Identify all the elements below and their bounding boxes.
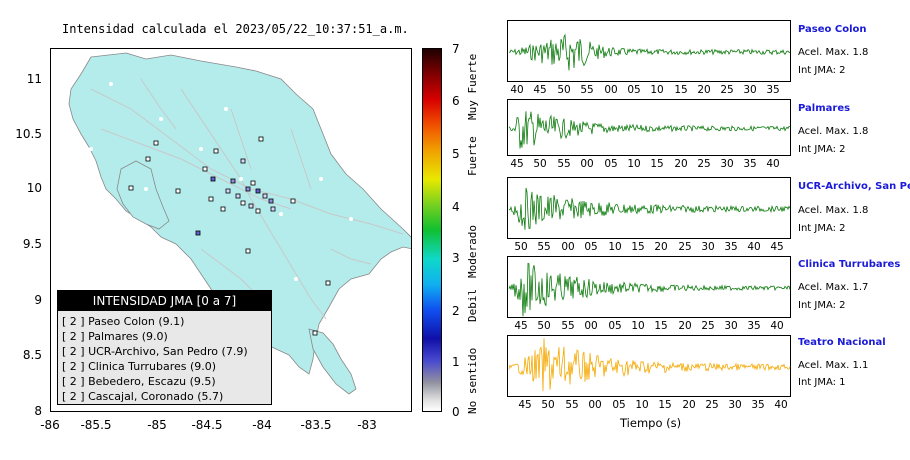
colorbar-number: 4 <box>452 200 460 214</box>
colorbar-number: 3 <box>452 251 460 265</box>
map-ytick: 8 <box>34 404 42 418</box>
colorbar-label-moderado: Moderado <box>466 225 479 278</box>
legend-item: [ 2 ] Palmares (9.0) <box>62 330 168 343</box>
waveform <box>508 33 790 71</box>
map-title: Intensidad calculada el 2023/05/22_10:37… <box>62 22 409 36</box>
waveform <box>508 338 791 392</box>
station-jma: Int JMA: 2 <box>798 144 846 155</box>
colorbar-number: 5 <box>452 147 460 161</box>
station-accel: Acel. Max. 1.1 <box>798 360 869 371</box>
trace-panel-paseo-colon[interactable] <box>507 20 791 82</box>
map-ytick: 9.5 <box>22 237 42 251</box>
map-xtick: -83.5 <box>300 418 332 432</box>
legend-title: INTENSIDAD JMA [0 a 7] <box>58 291 271 311</box>
intensity-legend: INTENSIDAD JMA [0 a 7] [ 2 ] Paseo Colon… <box>57 290 272 405</box>
city-dots <box>89 82 353 316</box>
map-ytick: 10 <box>26 181 42 195</box>
station-accel: Acel. Max. 1.8 <box>798 205 869 216</box>
osa-peninsula <box>308 328 357 395</box>
legend-item: [ 2 ] Bebedero, Escazu (9.5) <box>62 375 216 388</box>
station-jma: Int JMA: 2 <box>798 65 846 76</box>
station-name: Teatro Nacional <box>798 337 886 348</box>
map-xtick: -84.5 <box>191 418 223 432</box>
station-name: UCR-Archivo, San Pedro <box>798 181 910 192</box>
trace-ticks: 40 45 50 55 00 05 10 15 20 25 30 35 <box>510 84 780 96</box>
station-markers <box>128 136 331 336</box>
x-axis-label: Tiempo (s) <box>620 416 682 430</box>
waveform <box>508 111 791 149</box>
trace-panel-palmares[interactable] <box>507 99 791 156</box>
trace-panel-teatro-nacional[interactable] <box>507 335 791 397</box>
colorbar-label-no-sentido: No sentido <box>466 347 479 414</box>
costa-rica-land <box>68 52 411 375</box>
station-jma: Int JMA: 1 <box>798 377 846 388</box>
legend-item: [ 2 ] Cascajal, Coronado (5.7) <box>62 390 224 403</box>
map-ytick: 8.5 <box>22 348 42 362</box>
trace-ticks: 45 50 55 00 05 10 15 20 25 30 35 40 <box>518 399 788 411</box>
station-jma: Int JMA: 2 <box>798 300 846 311</box>
colorbar-label-fuerte: Fuerte <box>466 136 479 176</box>
map-xtick: -85.5 <box>80 418 112 432</box>
trace-ticks: 50 55 00 05 10 15 20 25 30 35 40 45 <box>514 241 784 253</box>
colorbar-number: 6 <box>452 94 460 108</box>
map-xtick: -86 <box>40 418 60 432</box>
map-ytick: 10.5 <box>15 127 42 141</box>
colorbar-number: 1 <box>452 355 460 369</box>
colorbar-number: 0 <box>452 405 460 419</box>
trace-panel-ucr-archivo[interactable] <box>507 177 791 239</box>
station-jma: Int JMA: 2 <box>798 223 846 234</box>
map-ytick: 11 <box>26 72 42 86</box>
waveform <box>508 262 791 317</box>
map-xtick: -85 <box>147 418 167 432</box>
trace-ticks: 45 50 55 00 05 10 15 20 25 30 35 40 <box>510 158 780 170</box>
station-accel: Acel. Max. 1.7 <box>798 282 869 293</box>
colorbar-label-debil: Debil <box>466 288 479 322</box>
station-accel: Acel. Max. 1.8 <box>798 126 869 137</box>
colorbar-number: 2 <box>452 304 460 318</box>
station-name: Clinica Turrubares <box>798 259 901 270</box>
station-name: Paseo Colon <box>798 24 867 35</box>
legend-item: [ 2 ] Clinica Turrubares (9.0) <box>62 360 217 373</box>
map-xtick: -84 <box>252 418 272 432</box>
costa-rica-map <box>68 52 411 395</box>
trace-ticks: 45 50 55 00 05 10 15 20 25 30 35 40 <box>514 320 784 332</box>
nicoya-peninsula <box>116 160 170 230</box>
station-accel: Acel. Max. 1.8 <box>798 47 869 58</box>
trace-panel-clinica-turrubares[interactable] <box>507 256 791 318</box>
colorbar-number: 7 <box>452 42 460 56</box>
waveform <box>508 187 791 230</box>
map-ytick: 9 <box>34 293 42 307</box>
map-xtick: -83 <box>357 418 377 432</box>
intensity-colorbar <box>422 48 442 412</box>
legend-item: [ 2 ] UCR-Archivo, San Pedro (7.9) <box>62 345 248 358</box>
road-network <box>90 78 404 320</box>
legend-item: [ 2 ] Paseo Colon (9.1) <box>62 315 185 328</box>
colorbar-label-muy-fuerte: Muy Fuerte <box>466 53 479 120</box>
station-name: Palmares <box>798 103 851 114</box>
